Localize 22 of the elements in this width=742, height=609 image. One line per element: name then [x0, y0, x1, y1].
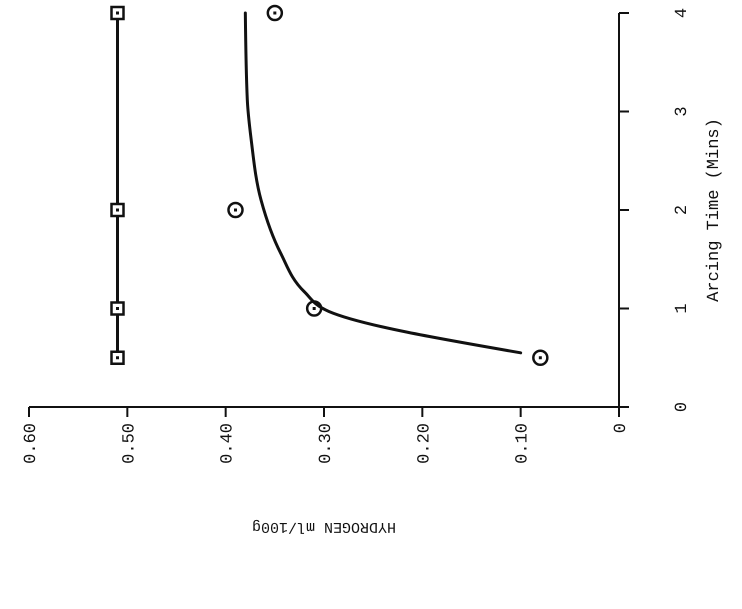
x-tick-label: 0.40	[218, 423, 238, 464]
x-tick-label: 0.50	[120, 423, 140, 464]
y-tick-label: 1	[672, 303, 692, 314]
line-series	[244, 12, 522, 354]
point	[110, 6, 125, 20]
point	[110, 202, 125, 218]
point	[532, 350, 549, 366]
point	[110, 350, 125, 365]
point	[110, 301, 125, 316]
x-tick-label: 0.10	[514, 423, 533, 464]
x-tick-label: 0	[612, 423, 631, 434]
point	[266, 4, 284, 22]
y-tick-label: 3	[672, 106, 692, 117]
x-axis-title: HYDROGEN ml/100g	[252, 518, 396, 535]
point	[227, 202, 244, 218]
x-tick-label: 0.60	[22, 423, 41, 464]
y-tick-label: 4	[672, 8, 692, 18]
y-tick-label: 0	[672, 402, 692, 412]
y-axis-title: Arcing Time (Mins)	[704, 118, 724, 302]
x-tick-label: 0.30	[316, 423, 336, 464]
y-tick-label: 2	[672, 204, 692, 216]
x-tick-label: 0.20	[415, 423, 434, 464]
